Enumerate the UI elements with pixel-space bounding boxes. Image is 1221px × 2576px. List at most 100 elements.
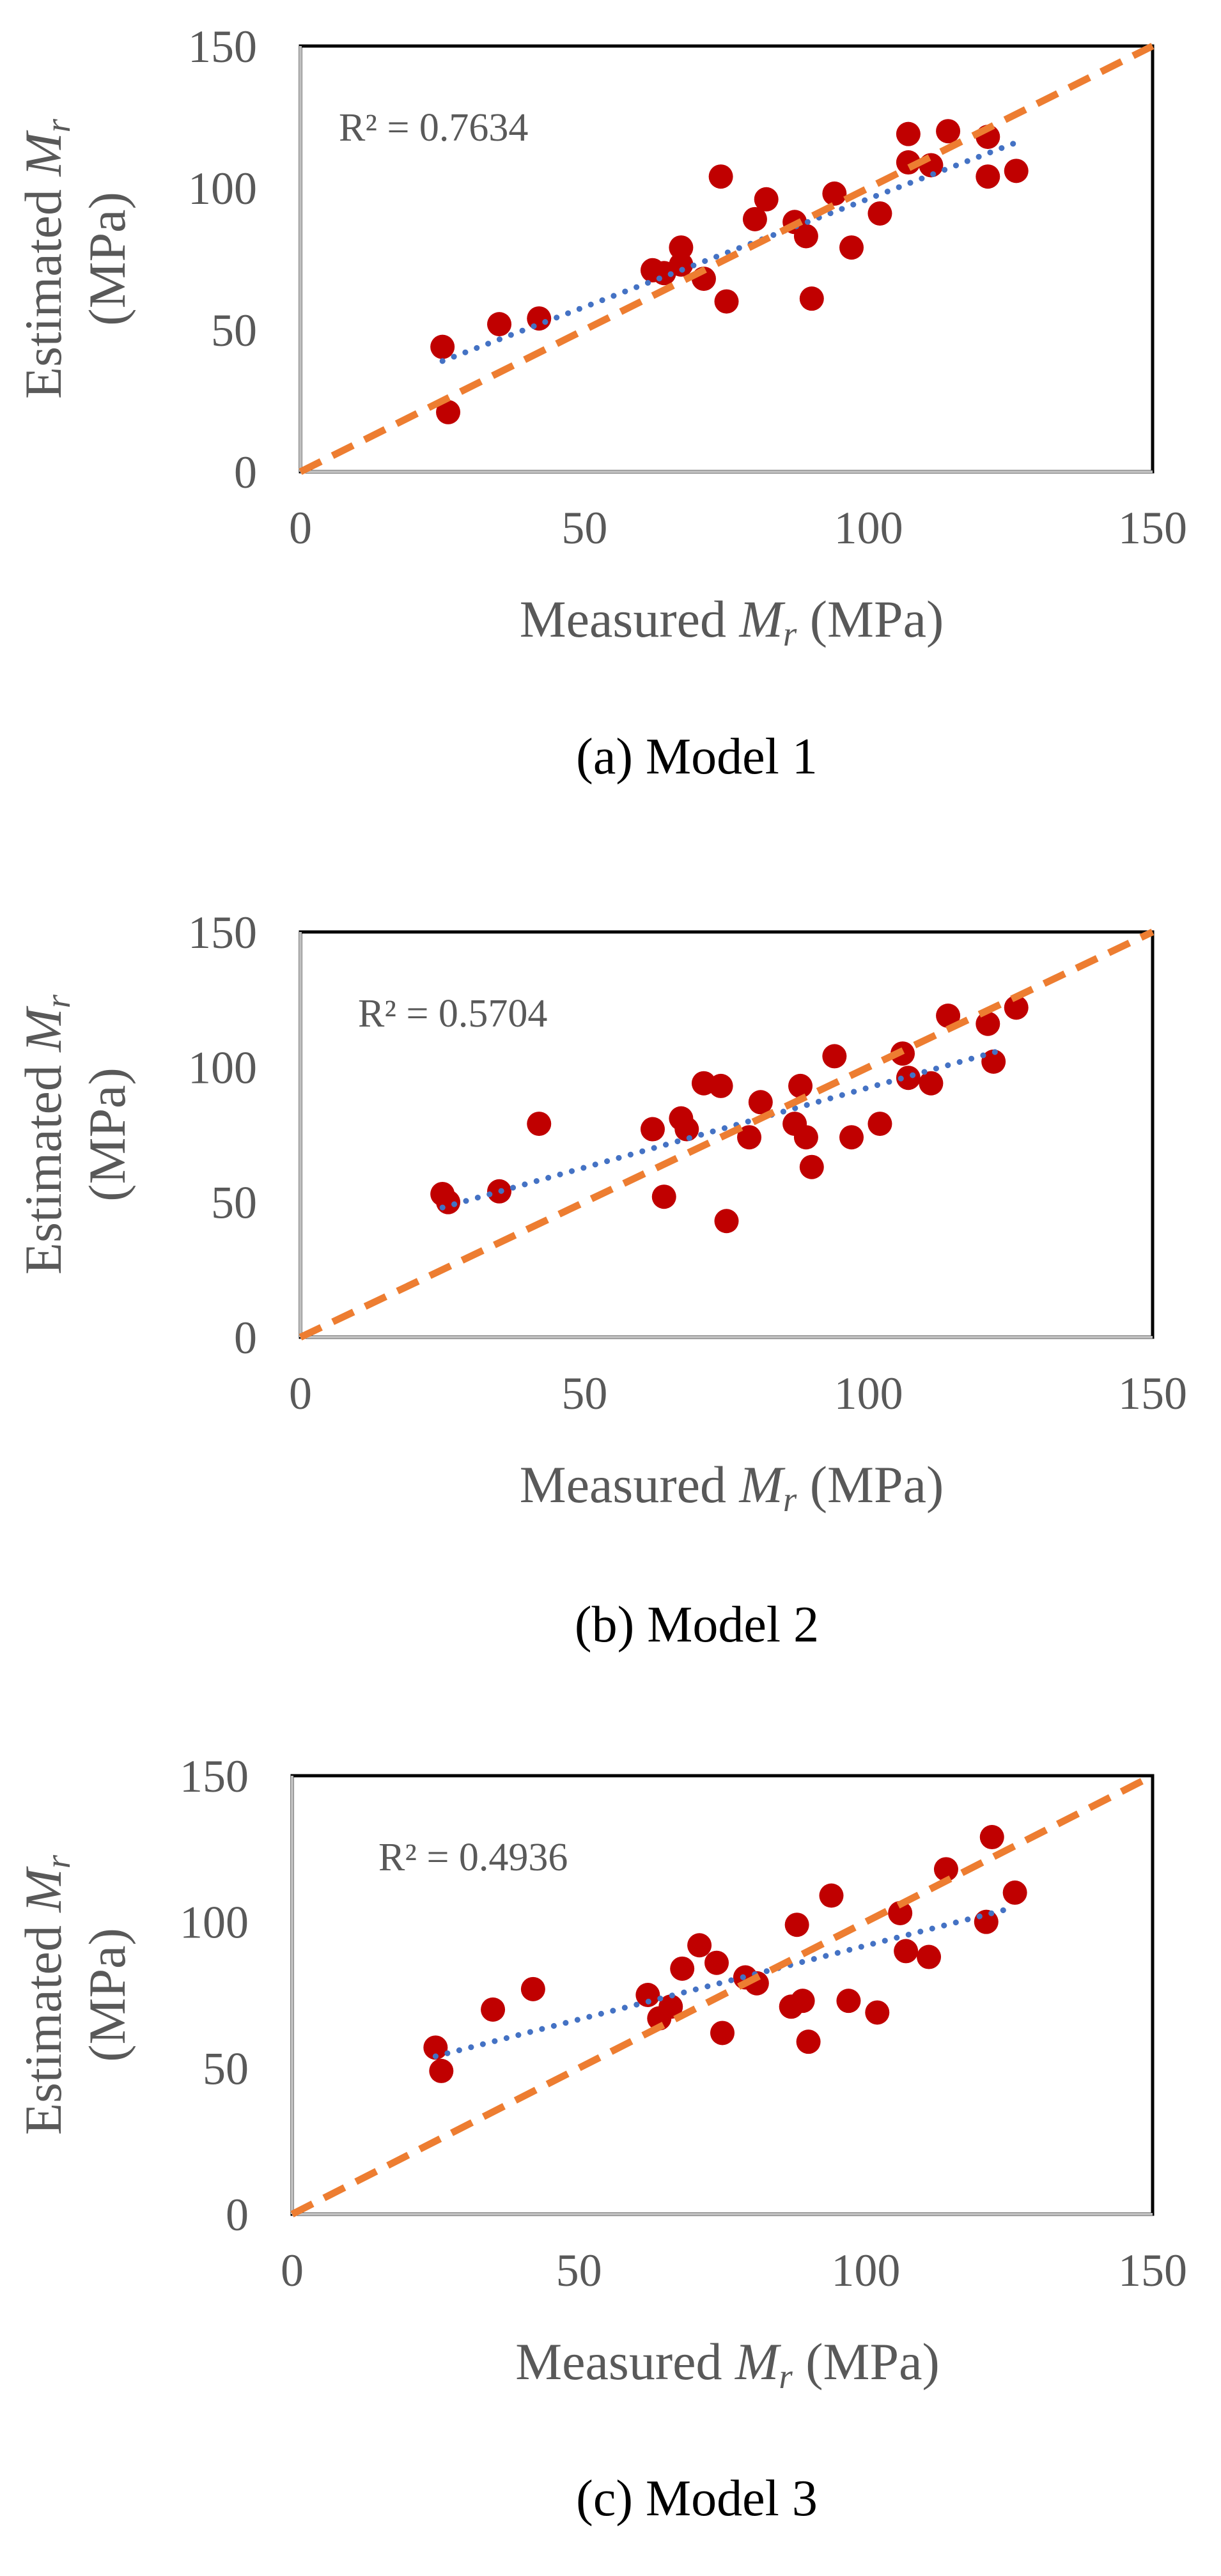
data-point bbox=[704, 1950, 729, 1975]
data-point bbox=[708, 164, 733, 189]
x-axis-title-subscript: r bbox=[783, 1480, 797, 1519]
y-tick-label: 100 bbox=[188, 163, 257, 214]
data-point bbox=[979, 1825, 1004, 1850]
y-tick-label: 0 bbox=[234, 447, 257, 498]
x-tick-label: 100 bbox=[834, 1368, 903, 1419]
x-axis-title-subscript: r bbox=[779, 2357, 793, 2396]
y-axis-title-line1: Estimated Mr bbox=[14, 118, 77, 399]
x-axis-title: Measured Mr (MPa) bbox=[515, 2332, 940, 2396]
y-axis-title-subscript: r bbox=[38, 994, 77, 1008]
data-point bbox=[867, 1112, 892, 1137]
data-point bbox=[936, 119, 961, 144]
trendline bbox=[432, 1904, 1018, 2060]
trendline bbox=[439, 1048, 1002, 1211]
data-point bbox=[822, 181, 847, 206]
x-axis-title-unit: (MPa) bbox=[793, 2332, 940, 2391]
data-point bbox=[784, 1913, 809, 1937]
y-axis-title-line1: Estimated Mr bbox=[14, 1854, 77, 2135]
y-axis-title-symbol: M bbox=[14, 1005, 72, 1053]
y-axis-title-line2: (MPa) bbox=[78, 1067, 136, 1202]
equality-line bbox=[290, 1773, 1155, 2217]
data-point bbox=[790, 1989, 815, 2013]
panel-caption: (a) Model 1 bbox=[576, 729, 818, 785]
data-point bbox=[714, 1209, 739, 1234]
y-axis-title: Estimated Mr(MPa) bbox=[14, 994, 136, 1275]
x-tick-label: 150 bbox=[1118, 2245, 1187, 2296]
data-point bbox=[839, 1125, 864, 1150]
x-tick-label: 150 bbox=[1118, 1368, 1187, 1419]
equality-line bbox=[299, 929, 1155, 1340]
data-point bbox=[658, 1994, 683, 2019]
x-tick-label: 50 bbox=[556, 2245, 602, 2296]
y-axis-title-subscript: r bbox=[38, 1854, 77, 1868]
data-point bbox=[710, 2021, 735, 2045]
data-point bbox=[520, 1976, 545, 2001]
data-point bbox=[737, 1125, 762, 1150]
y-tick-label: 150 bbox=[180, 1751, 249, 1802]
x-tick-label: 0 bbox=[281, 2245, 304, 2296]
data-point bbox=[674, 1117, 699, 1142]
x-tick-label: 50 bbox=[561, 1368, 607, 1419]
data-point bbox=[974, 1909, 999, 1934]
data-point bbox=[708, 1073, 733, 1098]
data-point bbox=[793, 1125, 818, 1150]
data-point bbox=[1002, 1880, 1027, 1905]
data-point bbox=[796, 2029, 821, 2054]
x-axis-title-text: Measured bbox=[520, 590, 740, 648]
data-point bbox=[896, 1066, 921, 1090]
x-axis-title-text: Measured bbox=[515, 2332, 735, 2391]
data-point bbox=[788, 1073, 813, 1098]
data-point bbox=[981, 1049, 1006, 1074]
data-point bbox=[635, 1983, 660, 2007]
data-point bbox=[640, 1117, 665, 1142]
x-axis-title-subscript: r bbox=[783, 614, 797, 653]
x-axis-title-unit: (MPa) bbox=[797, 1455, 944, 1514]
y-tick-label: 150 bbox=[188, 21, 257, 72]
y-tick-label: 0 bbox=[226, 2189, 249, 2240]
x-axis-title-symbol: M bbox=[735, 2332, 782, 2391]
data-point bbox=[867, 201, 892, 226]
r-squared-label: R² = 0.4936 bbox=[378, 1836, 568, 1879]
data-point bbox=[436, 400, 461, 424]
y-axis-title: Estimated Mr(MPa) bbox=[14, 1854, 136, 2135]
x-axis-title: Measured Mr (MPa) bbox=[520, 1455, 944, 1519]
data-point bbox=[651, 1184, 676, 1209]
data-point bbox=[793, 224, 818, 249]
y-axis-title-line2: (MPa) bbox=[78, 1928, 136, 2062]
data-point bbox=[839, 235, 864, 260]
data-point bbox=[896, 121, 921, 146]
data-point bbox=[865, 2000, 890, 2025]
x-tick-label: 100 bbox=[834, 502, 903, 554]
data-point bbox=[527, 306, 552, 331]
x-axis-title-unit: (MPa) bbox=[797, 590, 944, 648]
data-point bbox=[1004, 995, 1029, 1020]
data-point bbox=[822, 1044, 847, 1069]
y-axis-title-symbol: M bbox=[14, 1866, 72, 1913]
data-point bbox=[670, 1956, 695, 1981]
y-axis-title-symbol: M bbox=[14, 130, 72, 177]
equality-line bbox=[299, 43, 1155, 475]
x-axis-title-symbol: M bbox=[739, 590, 786, 648]
x-tick-label: 0 bbox=[289, 502, 312, 554]
x-tick-label: 100 bbox=[831, 2245, 900, 2296]
data-point bbox=[687, 1933, 712, 1958]
x-axis-title-text: Measured bbox=[520, 1455, 740, 1514]
y-tick-label: 50 bbox=[211, 1177, 257, 1229]
data-point bbox=[799, 1154, 824, 1179]
data-point bbox=[799, 286, 824, 311]
x-axis-title: Measured Mr (MPa) bbox=[520, 590, 944, 653]
data-point bbox=[669, 252, 694, 277]
x-tick-label: 50 bbox=[561, 502, 607, 554]
r-squared-label: R² = 0.5704 bbox=[358, 992, 547, 1036]
r-squared-label: R² = 0.7634 bbox=[339, 106, 528, 150]
data-point bbox=[836, 1989, 861, 2013]
x-axis-title-symbol: M bbox=[739, 1455, 786, 1514]
data-point bbox=[429, 2058, 454, 2083]
data-point bbox=[430, 334, 455, 359]
data-point bbox=[714, 289, 739, 314]
y-tick-label: 50 bbox=[211, 305, 257, 356]
data-point bbox=[976, 1011, 1000, 1036]
